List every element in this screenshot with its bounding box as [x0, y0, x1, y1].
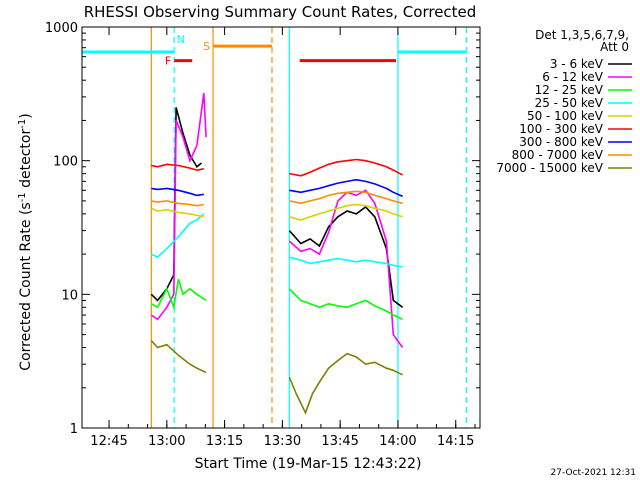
- y-axis-label-sup2: -1: [17, 119, 28, 129]
- legend-label-8: 800 - 7000 keV: [512, 148, 604, 162]
- legend-label-7: 300 - 800 keV: [519, 135, 603, 149]
- plot-area: F S N: [82, 27, 467, 428]
- chart-title: RHESSI Observing Summary Count Rates, Co…: [84, 3, 477, 21]
- timestamp: 27-Oct-2021 12:31: [551, 468, 636, 478]
- series-layer: [150, 92, 404, 415]
- series-5-segment-2: [289, 203, 403, 221]
- y-tick-label-3: 1000: [45, 21, 78, 36]
- series-3-segment-1: [150, 278, 207, 311]
- series-8-segment-2: [289, 190, 403, 205]
- y-axis-label-tail: ): [18, 113, 34, 118]
- x-axis: 12:45 13:00 13:15 13:30 13:45 14:00 14:15: [90, 27, 476, 449]
- series-8-segment-1: [151, 200, 204, 207]
- plot-frame: [81, 26, 481, 429]
- x-tick-label-4: 13:45: [321, 434, 358, 449]
- legend-label-2: 6 - 12 keV: [542, 70, 604, 84]
- series-9-segment-1: [150, 340, 207, 374]
- series-9-segment-2: [288, 352, 403, 415]
- x-axis-label: Start Time (19-Mar-15 12:43:22): [195, 456, 422, 472]
- series-6-segment-1: [151, 163, 204, 171]
- legend-label-4: 25 - 50 keV: [535, 96, 604, 110]
- legend-header-line2: Att 0: [600, 40, 629, 54]
- x-tick-label-6: 14:15: [437, 434, 474, 449]
- y-tick-label-1: 10: [61, 288, 78, 303]
- series-3-segment-2: [288, 288, 403, 321]
- series-2-segment-1: [150, 92, 207, 321]
- series-1-segment-1: [150, 107, 203, 302]
- state-bars: F S N: [82, 33, 467, 68]
- series-5-segment-1: [150, 207, 204, 218]
- legend-label-9: 7000 - 15000 keV: [496, 161, 603, 175]
- legend-label-1: 3 - 6 keV: [550, 57, 604, 71]
- series-4-segment-1: [150, 213, 205, 259]
- legend-header-line1: Det 1,3,5,6,7,9,: [535, 28, 629, 42]
- legend-label-3: 12 - 25 keV: [535, 83, 604, 97]
- y-axis-label: Corrected Count Rate (s-1 detector-1): [17, 113, 34, 370]
- y-axis: 1 10 100 1000: [45, 21, 480, 437]
- y-axis-label-mid: detector: [18, 129, 34, 193]
- legend-label-6: 100 - 300 keV: [519, 122, 603, 136]
- x-tick-label-1: 13:00: [148, 434, 185, 449]
- x-tick-label-2: 13:15: [206, 434, 243, 449]
- y-tick-label-2: 100: [53, 155, 78, 170]
- series-7-segment-2: [289, 178, 403, 198]
- x-tick-label-5: 14:00: [379, 434, 416, 449]
- y-axis-label-sup1: -1: [17, 192, 28, 202]
- x-tick-label-0: 12:45: [90, 434, 127, 449]
- state-bar-label-saa: S: [203, 40, 210, 53]
- series-6-segment-2: [289, 158, 403, 177]
- series-4-segment-2: [289, 256, 403, 268]
- state-label-0: N: [177, 33, 185, 46]
- x-tick-label-3: 13:30: [264, 434, 301, 449]
- y-axis-label-main: Corrected Count Rate (s: [18, 202, 34, 370]
- legend-label-5: 50 - 100 keV: [527, 109, 604, 123]
- series-7-segment-1: [151, 187, 204, 197]
- state-bar-label-flare: F: [165, 55, 171, 68]
- y-tick-label-0: 1: [70, 422, 78, 437]
